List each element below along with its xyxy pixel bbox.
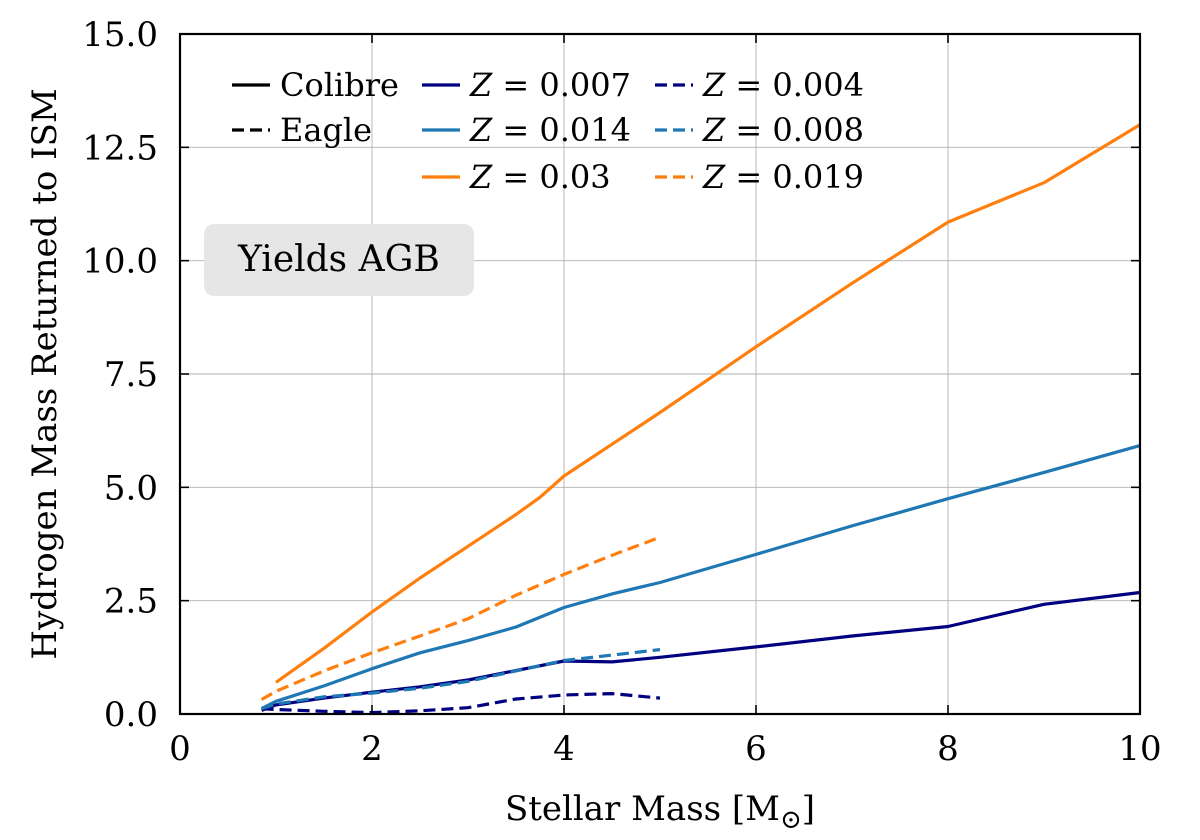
x-axis-label-end: ]: [802, 789, 815, 829]
legend: Colibre Eagle Z = 0.007 Z = 0.014 Z = 0.03 Z …: [232, 66, 864, 196]
series-line-0007-colibre: [261, 590, 1141, 712]
legend-label: Eagle: [280, 111, 372, 149]
legend-item-eagle: Eagle: [232, 111, 372, 149]
series-line-0004-eagle: [261, 692, 661, 715]
x-axis-label: Stellar Mass [M⊙]: [505, 789, 815, 835]
x-tick-label: 6: [745, 729, 767, 769]
legend-item-eagle-1: Z = 0.008: [655, 111, 864, 149]
legend-item-eagle-0: Z = 0.004: [655, 66, 864, 104]
x-tick-label: 0: [169, 729, 191, 769]
legend-item-colibre-2: Z = 0.03: [422, 158, 611, 196]
ticks: 0 2 4 6 8 10 0.0 2.5 5.0 7.5 10.0 12.5 15.0: [82, 15, 1161, 769]
series-line-0019-eagle: [260, 535, 661, 701]
legend-label: Z = 0.004: [702, 66, 864, 104]
legend-label: Z = 0.007: [469, 66, 631, 104]
legend-item-colibre-0: Z = 0.007: [422, 66, 631, 104]
annotation: Yields AGB: [204, 224, 474, 296]
legend-label: Z = 0.008: [702, 111, 864, 149]
y-tick-label: 12.5: [82, 128, 158, 168]
series-lines: [260, 123, 1141, 715]
y-tick-label: 5.0: [104, 468, 158, 508]
x-tick-label: 2: [361, 729, 383, 769]
x-tick-label: 8: [937, 729, 959, 769]
y-axis-label: Hydrogen Mass Returned to ISM: [25, 88, 65, 659]
x-axis-label-main: Stellar Mass [M: [505, 789, 780, 829]
y-tick-label: 2.5: [104, 582, 158, 622]
x-tick-label: 10: [1118, 729, 1161, 769]
legend-item-colibre: Colibre: [232, 66, 399, 104]
y-tick-label: 7.5: [104, 355, 158, 395]
series-line-003-colibre: [275, 123, 1141, 684]
plot-frame: [178, 32, 1142, 716]
x-tick-label: 4: [553, 729, 575, 769]
x-axis-label-sub: ⊙: [780, 805, 802, 835]
legend-label: Z = 0.03: [469, 158, 611, 196]
legend-label: Z = 0.019: [702, 158, 864, 196]
legend-label: Colibre: [280, 66, 399, 104]
legend-item-eagle-2: Z = 0.019: [655, 158, 864, 196]
annotation-text: Yields AGB: [237, 239, 440, 280]
legend-item-colibre-1: Z = 0.014: [422, 111, 631, 149]
grid: [180, 34, 1140, 714]
legend-label: Z = 0.014: [469, 111, 631, 149]
annotation-box: [204, 224, 474, 296]
series-line-0014-colibre: [260, 444, 1141, 711]
y-tick-label: 10.0: [82, 242, 158, 282]
y-tick-label: 15.0: [82, 15, 158, 55]
y-tick-label: 0.0: [104, 695, 158, 735]
series-line-0008-eagle: [261, 648, 661, 711]
